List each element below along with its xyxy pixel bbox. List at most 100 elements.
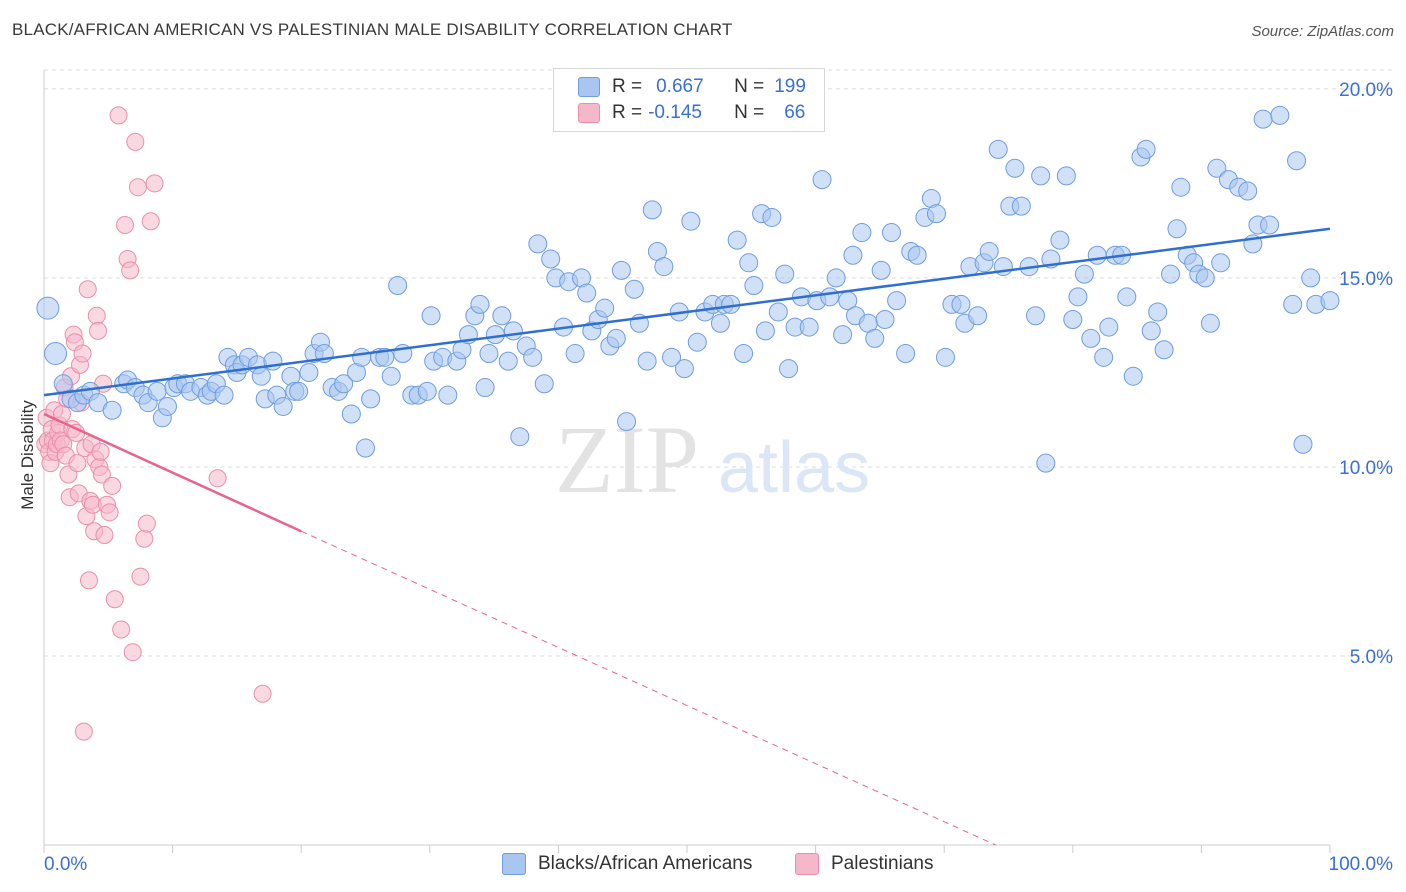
bottom-legend-label: Palestinians	[831, 853, 934, 874]
black-point	[334, 374, 354, 394]
palestinian-point	[100, 503, 119, 522]
black-point	[727, 230, 747, 250]
black-point	[1123, 366, 1143, 386]
black-point	[1026, 306, 1046, 326]
palestinian-point	[112, 620, 131, 639]
palestinian-point	[135, 529, 154, 548]
black-point	[1270, 105, 1290, 125]
black-point	[565, 344, 585, 364]
black-point	[503, 321, 523, 341]
legend-r-label: R =	[612, 102, 643, 123]
black-point	[896, 344, 916, 364]
black-point	[662, 347, 682, 367]
black-point	[1148, 302, 1168, 322]
black-point	[865, 328, 885, 348]
chart-source: Source: ZipAtlas.com	[1251, 23, 1394, 40]
x-tick-label: 100.0%	[1329, 854, 1394, 875]
stats-legend: R = 0.667 N = 199 R = -0.145 N = 66	[553, 68, 825, 132]
black-point	[1207, 158, 1227, 178]
legend-swatch-blue	[578, 77, 600, 97]
black-point	[1167, 219, 1187, 239]
bottom-legend-palestinians: Palestinians	[795, 852, 933, 876]
y-axis-label: Male Disability	[18, 400, 37, 510]
black-point	[273, 396, 293, 416]
black-point	[541, 249, 561, 269]
black-point	[528, 234, 548, 254]
black-point	[421, 306, 441, 326]
legend-n-label: N =	[734, 102, 765, 123]
black-point	[979, 241, 999, 261]
black-point	[826, 268, 846, 288]
black-point	[289, 381, 309, 401]
black-point	[1154, 340, 1174, 360]
x-tick-label: 0.0%	[44, 854, 87, 875]
black-point	[799, 317, 819, 337]
black-point	[1011, 196, 1031, 216]
black-point	[606, 328, 626, 348]
black-point	[734, 344, 754, 364]
palestinian-point	[89, 321, 108, 340]
black-point	[1074, 264, 1094, 284]
palestinian-point	[80, 571, 99, 590]
black-point	[1283, 294, 1303, 314]
black-point	[251, 366, 271, 386]
bottom-legend-swatch-blue	[502, 853, 526, 875]
legend-n-label: N =	[734, 76, 765, 97]
black-point	[1320, 291, 1340, 311]
black-point	[988, 139, 1008, 159]
black-point	[1094, 347, 1114, 367]
black-point	[44, 342, 68, 366]
black-point	[36, 296, 60, 320]
palestinian-point	[145, 174, 164, 193]
black-point	[475, 378, 495, 398]
trend-lines	[43, 227, 1331, 846]
black-point	[1050, 230, 1070, 250]
black-point	[388, 275, 408, 295]
black-point	[843, 245, 863, 265]
black-point	[875, 310, 895, 330]
palestinian-point	[123, 643, 142, 662]
watermark-atlas: atlas	[718, 428, 870, 508]
black-point	[470, 294, 490, 314]
black-point	[1200, 313, 1220, 333]
black-point	[1036, 453, 1056, 473]
palestinian-point	[128, 178, 147, 197]
black-point	[1195, 268, 1215, 288]
black-point	[779, 359, 799, 379]
black-point	[762, 207, 782, 227]
black-point	[352, 347, 372, 367]
black-point	[1171, 177, 1191, 197]
black-point	[417, 381, 437, 401]
palestinian-point	[92, 465, 111, 484]
black-point	[498, 351, 518, 371]
palestinian-point	[121, 261, 140, 280]
legend-row-blacks: R = 0.667 N = 199	[578, 75, 806, 99]
black-point	[1238, 181, 1258, 201]
y-tick-label: 5.0%	[1350, 647, 1393, 668]
black-point	[642, 200, 662, 220]
y-tick-label: 20.0%	[1339, 80, 1393, 101]
black-point	[755, 321, 775, 341]
black-point	[356, 438, 375, 458]
black-point	[534, 374, 554, 394]
black-point	[492, 306, 512, 326]
y-tick-label: 10.0%	[1339, 458, 1393, 479]
black-point	[1301, 268, 1321, 288]
black-point	[299, 362, 319, 382]
black-point	[1260, 215, 1280, 235]
black-point	[1099, 317, 1119, 337]
palestinian-point	[141, 212, 160, 231]
black-point	[820, 287, 840, 307]
black-point	[1063, 310, 1083, 330]
legend-r-value: 0.667	[656, 76, 704, 97]
black-point	[926, 204, 946, 224]
bottom-legend-label: Blacks/African Americans	[538, 853, 753, 874]
palestinian-point	[91, 442, 110, 461]
black-point	[812, 170, 832, 190]
palestinian-point	[78, 280, 97, 299]
black-point	[871, 260, 891, 280]
palestinian-point	[137, 514, 156, 533]
legend-n-value: 199	[774, 76, 806, 97]
black-point	[775, 264, 795, 284]
